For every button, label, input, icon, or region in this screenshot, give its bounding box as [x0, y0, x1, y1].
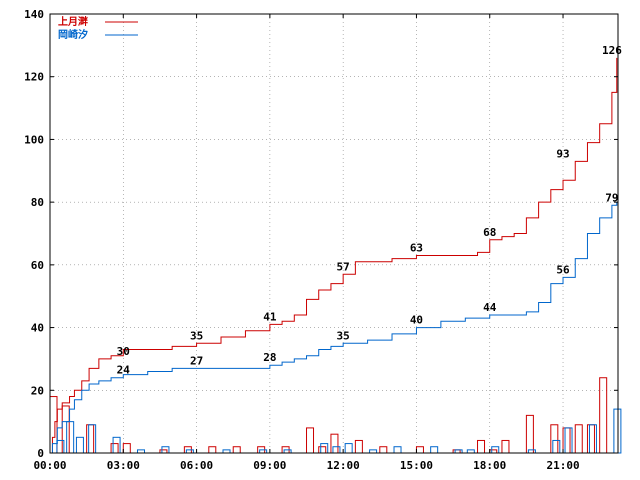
- bar-red-15: [379, 446, 388, 454]
- bar-blue-1: [66, 421, 75, 454]
- bar-blue-0: [56, 439, 65, 454]
- bar-blue-23: [588, 424, 597, 454]
- x-tick-label-0: 00:00: [33, 459, 66, 472]
- x-tick-label-7: 21:00: [546, 459, 579, 472]
- series-line-blue: [50, 202, 618, 454]
- bar-blue-11: [320, 443, 329, 454]
- bar-red-4: [122, 443, 131, 454]
- legend-label-blue: 岡崎汐: [58, 28, 88, 41]
- bar-blue-22: [564, 427, 573, 454]
- y-tick-label-3: 60: [31, 259, 44, 272]
- data-label-red-7: 126: [602, 44, 622, 57]
- bar-blue-24: [613, 408, 622, 454]
- bar-red-20: [501, 439, 510, 454]
- bar-red-25: [586, 424, 595, 454]
- data-label-blue-7: 79: [605, 191, 618, 204]
- data-label-blue-2: 28: [263, 351, 276, 364]
- data-label-blue-1: 27: [190, 354, 203, 367]
- data-label-blue-0: 24: [117, 364, 131, 377]
- bar-blue-4: [112, 436, 121, 454]
- bar-red-18: [477, 439, 486, 454]
- bar-blue-12: [332, 446, 341, 454]
- data-label-red-6: 93: [556, 147, 569, 160]
- bar-red-22: [550, 424, 559, 454]
- data-label-red-0: 30: [117, 345, 130, 358]
- plot-frame: [49, 13, 619, 454]
- data-label-blue-6: 56: [556, 263, 570, 276]
- data-label-red-1: 35: [190, 329, 203, 342]
- data-labels: 30 35 41 57 63 68 93 126 24 27 28 35 40 44 56 79: [117, 44, 623, 377]
- bar-red-0: [49, 396, 58, 454]
- y-tick-label-0: 0: [37, 447, 44, 460]
- x-tick-label-3: 09:00: [253, 459, 286, 472]
- y-tick-label-2: 40: [31, 322, 44, 335]
- x-tick-label-1: 03:00: [107, 459, 140, 472]
- bar-red-23: [562, 427, 571, 454]
- bar-red-24: [574, 424, 583, 454]
- y-tick-label-5: 100: [24, 133, 44, 146]
- bar-red-14: [354, 439, 363, 454]
- data-label-red-2: 41: [263, 310, 277, 323]
- bar-blue-3: [88, 424, 97, 454]
- x-tick-label-2: 06:00: [180, 459, 213, 472]
- x-tick-label-6: 18:00: [473, 459, 506, 472]
- data-label-blue-5: 44: [483, 301, 497, 314]
- data-label-blue-4: 40: [410, 314, 423, 327]
- y-tick-label-6: 120: [24, 71, 44, 84]
- hourly-bars: [49, 377, 622, 454]
- y-tick-label-1: 20: [31, 384, 44, 397]
- axes: 00:00 03:00 06:00 09:00 12:00 15:00 18:00 21:00…: [24, 8, 619, 472]
- bar-blue-13: [344, 443, 353, 454]
- x-tick-label-5: 15:00: [400, 459, 433, 472]
- bar-red-8: [232, 446, 241, 454]
- bar-red-16: [415, 446, 424, 454]
- bar-red-11: [306, 427, 315, 454]
- series-line-red: [50, 57, 618, 454]
- x-tick-label-4: 12:00: [327, 459, 360, 472]
- y-tick-label-4: 80: [31, 196, 44, 209]
- bar-blue-15: [393, 446, 402, 454]
- bar-red-7: [208, 446, 217, 454]
- bar-blue-21: [552, 439, 561, 454]
- bar-red-26: [599, 377, 608, 454]
- data-label-red-5: 68: [483, 226, 496, 239]
- cumulative-lines: [50, 57, 618, 454]
- bar-red-21: [525, 414, 534, 454]
- data-label-blue-3: 35: [337, 329, 350, 342]
- bar-red-1: [61, 405, 70, 454]
- bar-red-12: [318, 446, 327, 454]
- legend-label-red: 上月溿: [58, 15, 88, 28]
- data-label-red-3: 57: [337, 260, 350, 273]
- bar-red-3: [110, 443, 119, 454]
- data-label-red-4: 63: [410, 241, 423, 254]
- bar-blue-16: [430, 446, 439, 454]
- y-tick-label-7: 140: [24, 8, 44, 21]
- bar-red-2: [86, 424, 95, 454]
- bar-blue-2: [75, 436, 84, 454]
- grid: [49, 13, 618, 454]
- bar-red-13: [330, 433, 339, 454]
